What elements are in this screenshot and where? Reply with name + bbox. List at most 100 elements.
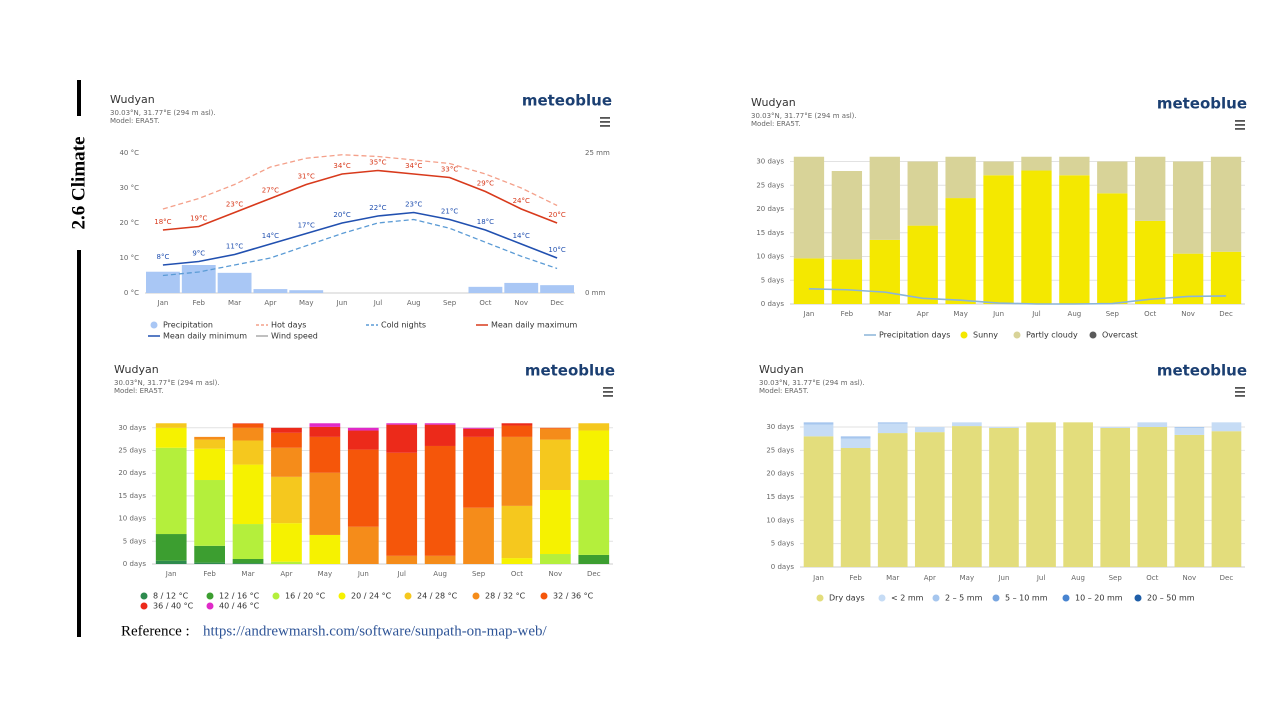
legend-label: Mean daily maximum [491,321,578,330]
legend-label: Dry days [829,594,865,603]
bar-segment [425,556,456,564]
y-tick-label: 40 °C [119,149,139,157]
bar-segment [540,440,571,490]
bar-segment [348,431,379,450]
reference-label: Reference : [121,623,190,639]
legend-marker [879,595,886,602]
x-tick-label: Feb [841,310,854,318]
x-tick-label: Jul [1036,574,1046,582]
bar-segment [578,423,609,430]
y-tick-label: 25 days [118,447,146,455]
data-label: 35°C [369,159,386,167]
bar-segment [794,157,824,259]
x-tick-label: Feb [849,574,862,582]
legend-label: Wind speed [271,332,318,341]
data-label: 8°C [156,253,169,261]
bar-segment [310,535,341,564]
bar-segment [832,171,862,259]
data-label: 31°C [298,173,315,181]
section-bar [77,80,81,116]
x-tick-label: Jan [812,574,824,582]
bar-segment [271,448,302,477]
reference-link[interactable]: https://andrewmarsh.com/software/sunpath… [203,623,547,639]
line [163,220,557,276]
y-tick-label: 0 days [123,560,147,568]
menu-icon [600,121,610,123]
y-tick-label: 20 days [766,470,794,478]
x-tick-label: Nov [1183,574,1197,582]
legend-marker [339,593,346,600]
legend-label: Hot days [271,321,306,330]
bar-segment [945,198,975,304]
section-bar [77,250,81,637]
bar-segment [271,477,302,523]
bar-segment [233,428,264,441]
menu-icon [603,395,613,397]
bar-segment [463,437,494,508]
bar [540,285,574,293]
bar-segment [348,450,379,527]
bar-segment [870,157,900,240]
bar-segment [841,436,871,438]
data-label: 14°C [262,232,279,240]
x-tick-label: Apr [917,310,929,318]
bar [469,287,503,293]
x-tick-label: May [299,299,313,307]
legend-label: 2 – 5 mm [945,594,983,603]
bar-segment [540,490,571,554]
menu-icon [1235,391,1245,393]
data-label: 21°C [441,208,458,216]
data-label: 18°C [477,218,494,226]
x-tick-label: May [318,570,332,578]
legend-marker [817,595,824,602]
y-tick-label: 0 °C [124,289,139,297]
x-tick-label: Jun [992,310,1004,318]
legend-label: 8 / 12 °C [153,592,189,601]
x-tick-label: Sep [1109,574,1123,582]
bar-segment [463,508,494,564]
bar-segment [1135,221,1165,304]
data-label: 9°C [192,250,205,258]
brand: meteoblue [525,362,615,380]
bar [504,283,538,293]
bar [218,273,252,293]
bar-segment [794,258,824,304]
bar-segment [156,534,187,561]
bar-segment [156,448,187,534]
bar-segment [841,448,871,567]
chart-title: Wudyan [114,363,159,376]
y-tick-label: 0 days [761,300,785,308]
bar-segment [1059,157,1089,176]
legend-label: < 2 mm [891,594,924,603]
legend-marker [1063,595,1070,602]
menu-icon [1235,120,1245,122]
y-tick-label: 30 °C [119,184,139,192]
bar-segment [1173,162,1203,254]
x-tick-label: Aug [407,299,421,307]
legend-marker [541,593,548,600]
x-tick-label: Mar [241,570,254,578]
legend-marker [473,593,480,600]
bar-segment [233,563,264,564]
y-tick-label: 5 days [761,276,785,284]
bar-segment [271,523,302,562]
bar-segment [425,446,456,556]
chart-title: Wudyan [110,93,155,106]
bar-segment [194,546,225,563]
data-label: 14°C [513,232,530,240]
legend-marker [141,593,148,600]
legend-label: 10 – 20 mm [1075,594,1123,603]
bar-segment [1059,175,1089,304]
bar-segment [578,480,609,555]
y-tick-label: 5 days [123,537,147,545]
legend-label: 20 – 50 mm [1147,594,1195,603]
chart-subtitle: 30.03°N, 31.77°E (294 m asl). [759,379,865,387]
bar-segment [348,527,379,564]
bar-segment [1097,162,1127,194]
bar [254,289,288,293]
y-tick-label: 30 days [756,158,784,166]
data-label: 20°C [333,211,350,219]
data-label: 19°C [190,215,207,223]
chart-subtitle: Model: ERA5T. [759,387,809,395]
bar-segment [841,439,871,448]
